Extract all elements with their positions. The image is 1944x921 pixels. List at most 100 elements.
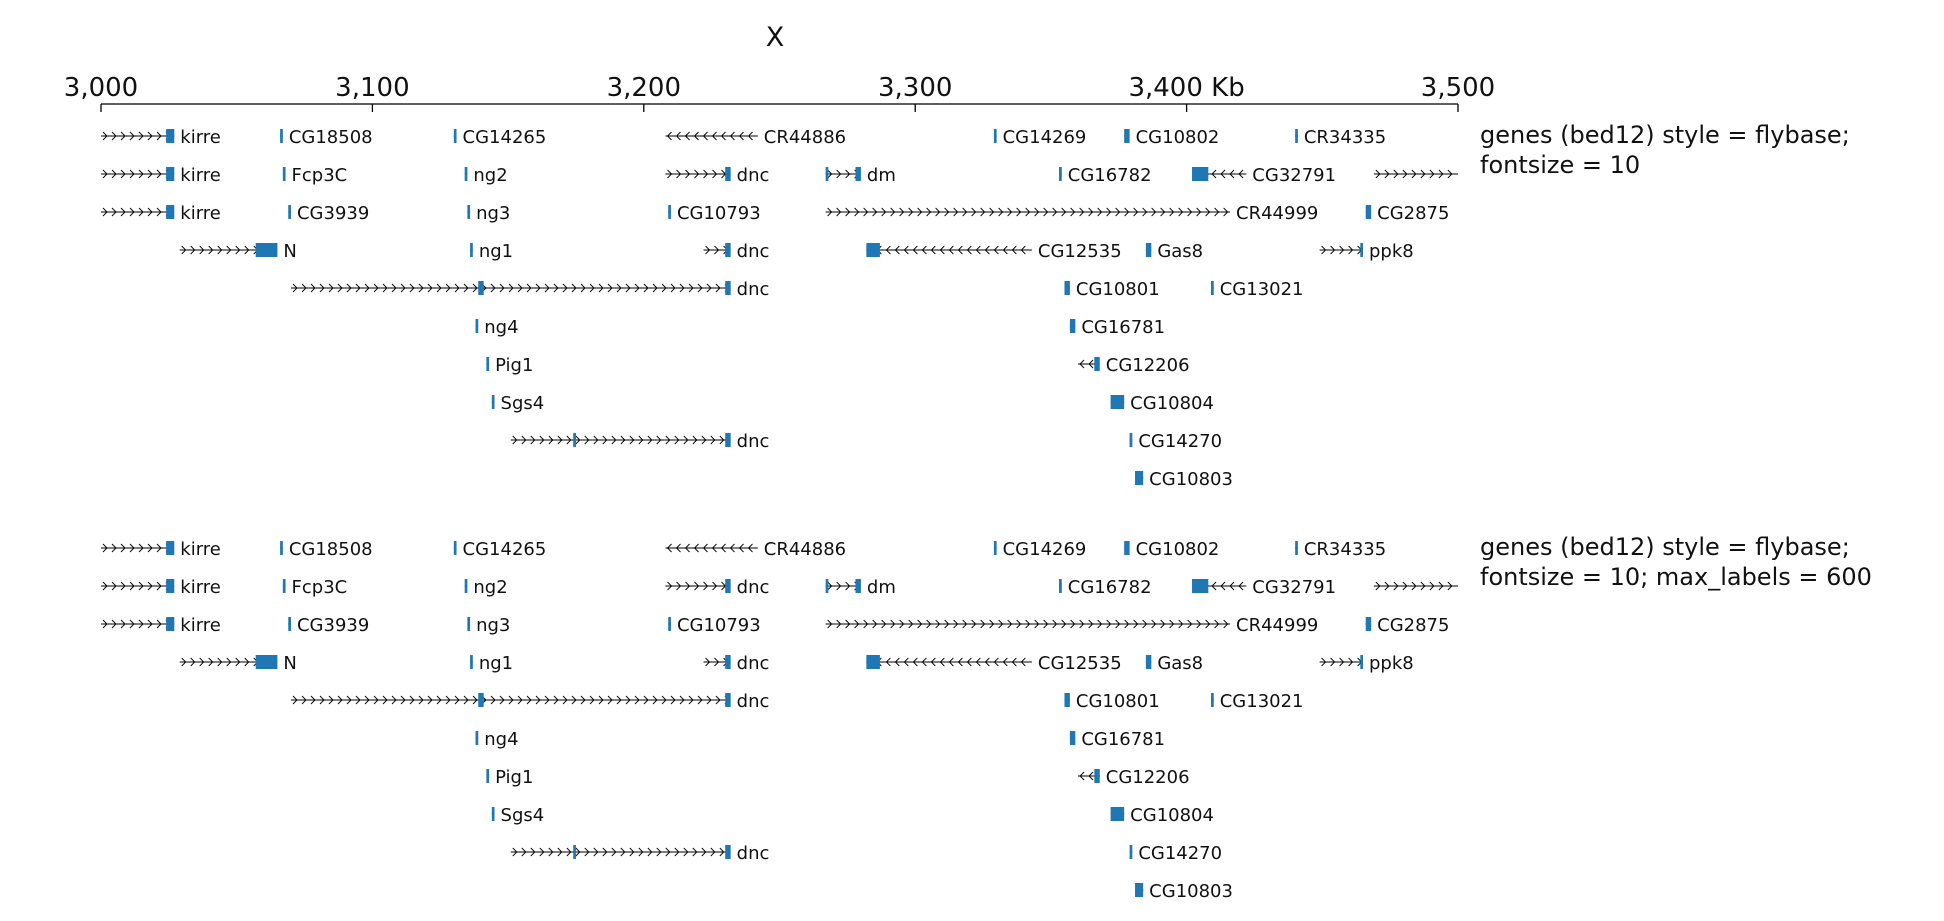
- gene: CG16782: [1059, 577, 1152, 598]
- gene: CG14265: [453, 127, 546, 148]
- gene-label: CG14265: [463, 539, 547, 560]
- gene-exon: [725, 433, 731, 447]
- gene-exon: [470, 243, 473, 257]
- gene-exon: [288, 617, 291, 631]
- gene-exon: [1295, 541, 1298, 555]
- axis-tick-label: 3,300: [878, 73, 952, 103]
- gene: Sgs4: [491, 393, 544, 414]
- gene: CR44886: [665, 539, 846, 560]
- gene-exon: [825, 579, 829, 593]
- gene-exon: [1124, 541, 1130, 555]
- gene: kirre: [101, 165, 221, 186]
- gene-exon: [1192, 167, 1209, 181]
- gene-label: Pig1: [495, 355, 533, 376]
- gene-label: kirre: [180, 539, 221, 560]
- gene: CG12206: [1078, 355, 1190, 376]
- gene: CG10793: [668, 203, 761, 224]
- strand-arrows: [102, 207, 171, 217]
- gene: CG32791: [1192, 165, 1336, 186]
- gene-label: Sgs4: [501, 805, 545, 826]
- gene-label: CR34335: [1304, 127, 1386, 148]
- strand-arrows: [1321, 657, 1363, 667]
- gene: CG14265: [453, 539, 547, 560]
- gene: CG18508: [280, 127, 373, 148]
- gene-label: CG16782: [1068, 165, 1152, 186]
- strand-arrows: [102, 581, 171, 591]
- gene-label: CG12535: [1038, 653, 1122, 674]
- gene-label: dm: [867, 577, 896, 598]
- gene: CG10801: [1064, 279, 1160, 300]
- gene-exon: [1211, 693, 1214, 707]
- gene: CG16782: [1059, 165, 1152, 186]
- gene-exon: [1145, 243, 1152, 257]
- strand-arrows: [102, 543, 171, 553]
- gene-exon: [280, 541, 283, 555]
- gene-label: CG16782: [1068, 577, 1152, 598]
- gene: CG10803: [1135, 469, 1233, 490]
- gene-label: dnc: [737, 653, 770, 674]
- gene: CG2875: [1365, 203, 1449, 224]
- gene: Fcp3C: [282, 165, 348, 186]
- gene-label: CG2875: [1377, 615, 1449, 636]
- gene: ng2: [464, 165, 508, 186]
- gene-exon: [282, 167, 286, 181]
- gene: CG10793: [668, 615, 761, 636]
- gene-exon: [280, 129, 283, 143]
- gene-label: Gas8: [1157, 653, 1203, 674]
- gene: ng3: [467, 615, 510, 636]
- gene: ng1: [470, 653, 513, 674]
- axis-tick-label: 3,100: [335, 73, 409, 103]
- gene-exon: [1192, 579, 1209, 593]
- gene: CG10804: [1110, 805, 1214, 826]
- gene: N: [179, 241, 297, 262]
- gene-label: CG18508: [289, 539, 373, 560]
- gene-label: ppk8: [1369, 653, 1414, 674]
- gene-label: dnc: [737, 279, 770, 300]
- gene: dnc: [665, 577, 769, 598]
- gene-track-1: kirre CG18508 CG14265 CR44886 CG14269 CG10802…: [101, 127, 1458, 490]
- strand-arrows: [1375, 169, 1453, 179]
- gene-exon: [475, 731, 479, 745]
- gene-exon: [1360, 655, 1364, 669]
- gene-label: CG10804: [1130, 805, 1214, 826]
- gene-label: CG32791: [1252, 165, 1336, 186]
- gene-exon: [166, 617, 175, 631]
- gene-exon: [993, 129, 997, 143]
- gene: Sgs4: [491, 805, 545, 826]
- track-label-1: genes (bed12) style = flybase; fontsize …: [1480, 121, 1850, 179]
- gene-label: CG10801: [1076, 691, 1160, 712]
- gene-exon: [573, 845, 576, 859]
- gene-exon: [282, 579, 286, 593]
- gene-exon: [668, 617, 671, 631]
- gene: kirre: [101, 203, 221, 224]
- gene-exon: [166, 205, 175, 219]
- gene: CG14270: [1129, 843, 1222, 864]
- gene-exon: [855, 579, 861, 593]
- gene: CR44999: [825, 615, 1318, 636]
- gene-exon: [1360, 243, 1364, 257]
- gene: CG14269: [993, 127, 1086, 148]
- gene-label: ng4: [484, 729, 518, 750]
- gene: dnc: [290, 279, 770, 300]
- gene-track-2: kirre CG18508 CG14265 CR44886 CG14269 CG10802…: [101, 539, 1458, 902]
- gene-label: Fcp3C: [292, 165, 348, 186]
- gene-label: CG12206: [1106, 767, 1190, 788]
- gene-label: CG3939: [297, 615, 369, 636]
- gene-exon: [725, 693, 731, 707]
- gene-exon: [725, 167, 731, 181]
- gene: CG10802: [1124, 539, 1219, 560]
- gene-exon: [1069, 319, 1076, 333]
- gene-exon: [478, 693, 484, 707]
- gene-label: ng2: [473, 165, 507, 186]
- gene-exon: [725, 281, 731, 295]
- gene: CR34335: [1295, 539, 1386, 560]
- gene-label: CG10804: [1130, 393, 1214, 414]
- gene-exon: [1094, 769, 1100, 783]
- gene-label: CG16781: [1081, 729, 1165, 750]
- gene-exon: [993, 541, 997, 555]
- gene: kirre: [101, 577, 221, 598]
- gene-label: CG12535: [1038, 241, 1122, 262]
- gene-exon: [467, 617, 471, 631]
- gene-label: dnc: [737, 431, 770, 452]
- strand-arrows: [666, 543, 753, 553]
